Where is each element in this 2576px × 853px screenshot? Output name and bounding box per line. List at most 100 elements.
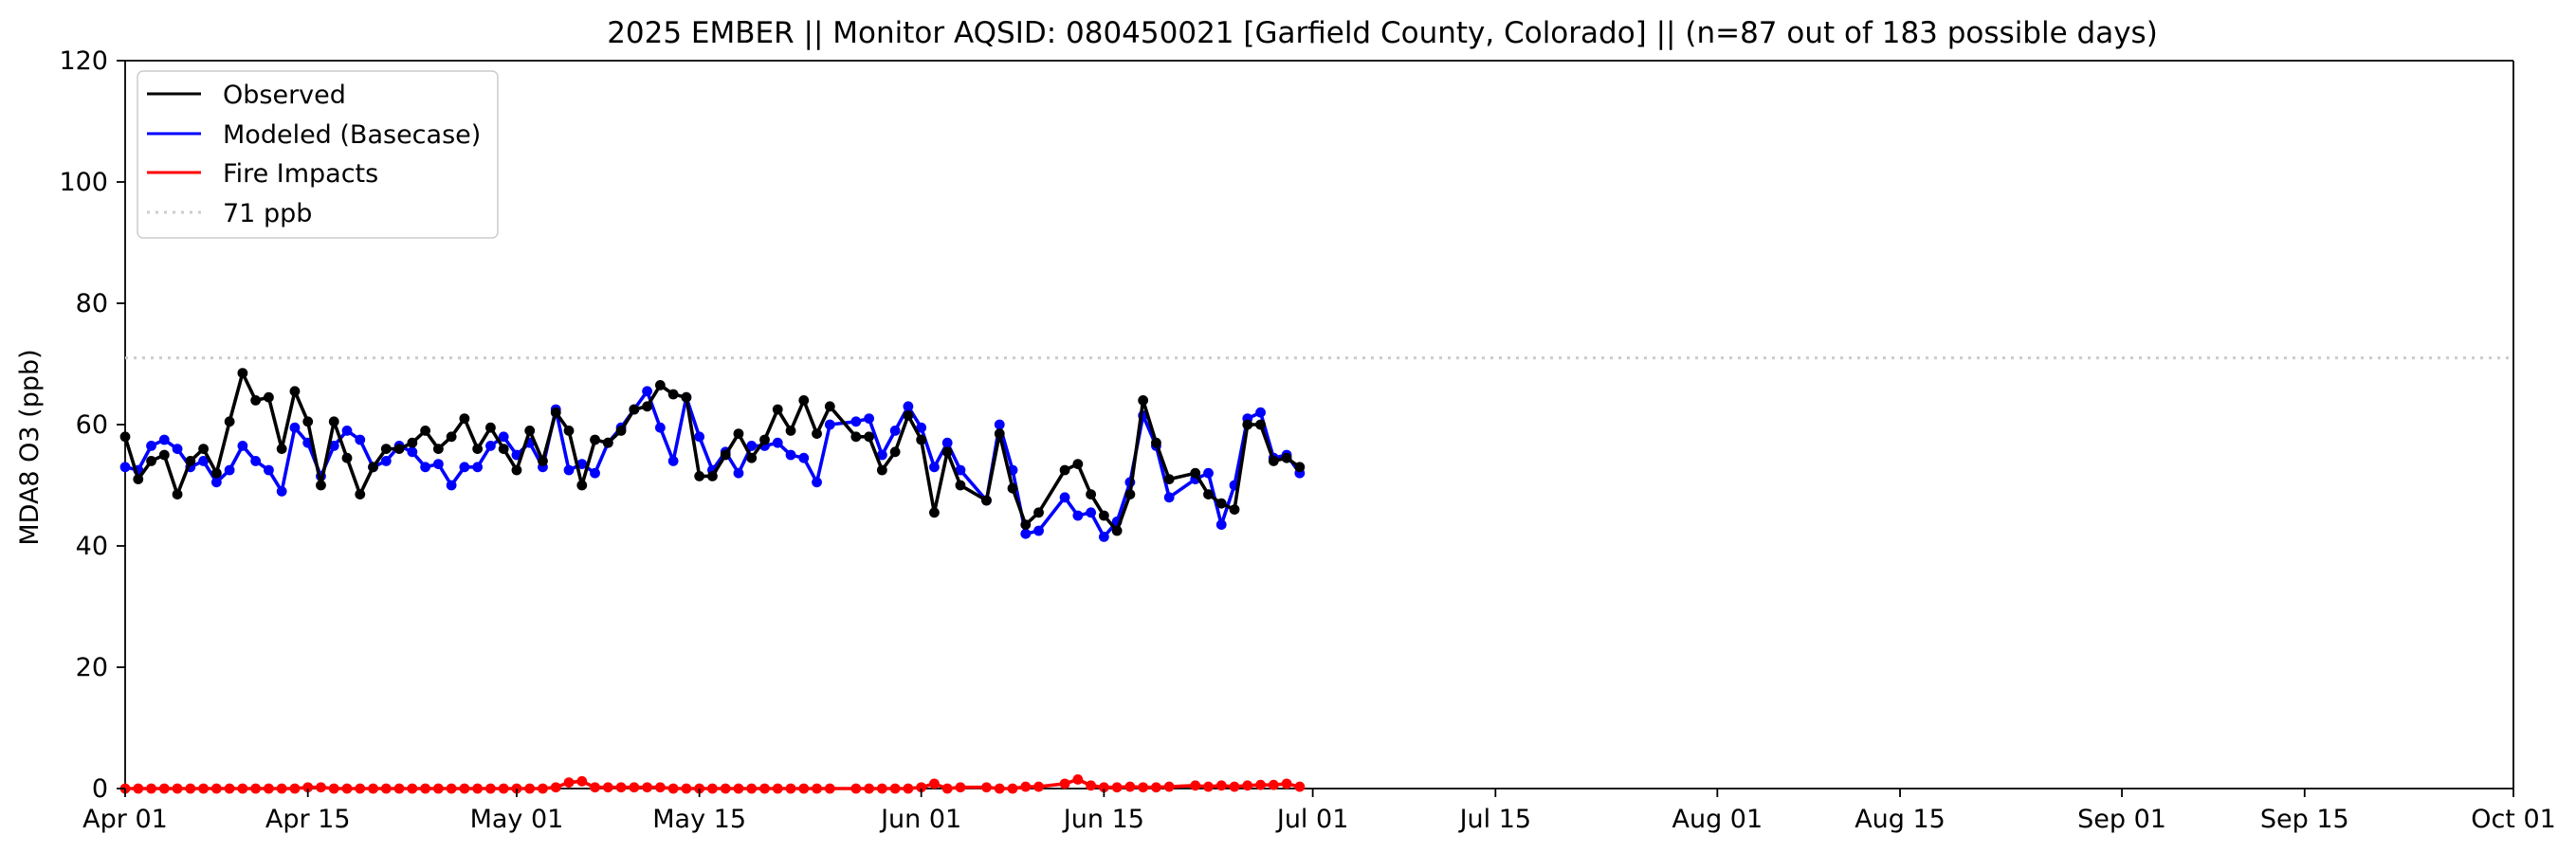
data-point-modeled-basecase <box>812 477 822 488</box>
data-point-fire-impacts <box>733 783 744 794</box>
data-point-modeled-basecase <box>1033 525 1044 536</box>
data-point-observed <box>876 464 887 476</box>
data-point-observed <box>1086 489 1097 499</box>
data-point-observed <box>1033 507 1044 518</box>
data-point-fire-impacts <box>210 783 222 794</box>
data-point-modeled-basecase <box>237 441 248 451</box>
data-point-observed <box>550 407 561 418</box>
data-point-modeled-basecase <box>746 441 758 451</box>
data-point-fire-impacts <box>341 783 353 794</box>
data-point-observed <box>746 452 758 463</box>
data-point-observed <box>172 489 183 499</box>
data-point-fire-impacts <box>459 783 470 794</box>
data-point-observed <box>1072 459 1084 469</box>
data-point-fire-impacts <box>864 783 875 794</box>
data-point-fire-impacts <box>929 778 940 789</box>
data-point-fire-impacts <box>629 782 640 793</box>
data-point-fire-impacts <box>654 782 666 793</box>
legend-label-modeled: Modeled (Basecase) <box>223 120 481 150</box>
data-point-fire-impacts <box>955 782 966 793</box>
data-point-observed <box>720 449 731 461</box>
legend: Observed Modeled (Basecase) Fire Impacts… <box>137 70 499 239</box>
data-point-fire-impacts <box>746 783 758 794</box>
data-point-observed <box>955 480 966 491</box>
data-point-observed <box>824 401 835 412</box>
data-point-fire-impacts <box>446 783 457 794</box>
data-point-fire-impacts <box>1086 780 1097 791</box>
x-tick-label: Jun 01 <box>879 805 961 834</box>
data-point-fire-impacts <box>368 783 378 794</box>
data-point-observed <box>1124 489 1136 499</box>
data-point-observed <box>642 401 652 412</box>
y-tick-label: 20 <box>76 653 108 682</box>
data-point-observed <box>355 489 366 499</box>
data-point-fire-impacts <box>264 783 274 794</box>
data-point-modeled-basecase <box>459 462 470 473</box>
data-point-fire-impacts <box>981 782 992 793</box>
data-point-observed <box>472 444 484 454</box>
data-point-modeled-basecase <box>276 486 287 497</box>
data-point-fire-impacts <box>667 783 679 794</box>
data-point-observed <box>864 431 875 443</box>
data-point-modeled-basecase <box>328 441 339 451</box>
data-point-observed <box>929 507 940 518</box>
data-point-observed <box>602 437 613 448</box>
data-point-modeled-basecase <box>667 456 679 466</box>
data-point-modeled-basecase <box>250 456 262 466</box>
legend-box <box>137 70 499 239</box>
data-point-observed <box>302 416 314 427</box>
data-point-observed <box>1059 464 1070 476</box>
data-point-observed <box>316 480 326 491</box>
data-point-observed <box>459 413 470 424</box>
data-point-modeled-basecase <box>850 416 862 427</box>
data-point-modeled-basecase <box>798 452 810 463</box>
data-point-fire-impacts <box>824 783 835 794</box>
data-point-modeled-basecase <box>146 441 156 451</box>
data-point-observed <box>590 434 600 445</box>
data-point-modeled-basecase <box>642 386 652 397</box>
y-tick-label: 80 <box>76 289 108 318</box>
data-point-observed <box>407 437 418 448</box>
data-point-modeled-basecase <box>1203 467 1214 479</box>
data-point-fire-impacts <box>785 783 796 794</box>
data-point-modeled-basecase <box>929 462 940 473</box>
data-point-fire-impacts <box>224 783 235 794</box>
data-point-fire-impacts <box>185 783 196 794</box>
data-point-modeled-basecase <box>694 431 705 443</box>
data-point-fire-impacts <box>1111 782 1123 793</box>
data-point-observed <box>1007 482 1018 494</box>
legend-label-fire-impacts: Fire Impacts <box>223 159 378 189</box>
x-tick-label: Aug 15 <box>1854 805 1946 834</box>
data-point-fire-impacts <box>250 783 262 794</box>
data-point-observed <box>1255 419 1266 430</box>
data-point-fire-impacts <box>289 783 301 794</box>
data-point-observed <box>1268 456 1279 466</box>
data-point-observed <box>785 426 796 436</box>
data-point-observed <box>772 404 783 415</box>
data-point-modeled-basecase <box>916 422 927 433</box>
x-tick-label: Sep 01 <box>2077 805 2166 834</box>
data-point-modeled-basecase <box>733 467 744 479</box>
data-point-observed <box>681 391 692 403</box>
data-point-observed <box>1229 504 1240 515</box>
data-point-fire-impacts <box>1020 781 1032 792</box>
data-point-observed <box>576 480 588 491</box>
data-point-observed <box>563 426 575 436</box>
data-point-observed <box>941 446 953 458</box>
data-point-fire-impacts <box>889 783 901 794</box>
y-axis-label: MDA8 O3 (ppb) <box>15 349 45 545</box>
data-point-modeled-basecase <box>876 449 887 461</box>
data-point-observed <box>1151 437 1161 448</box>
y-tick-label: 100 <box>59 168 108 197</box>
data-point-observed <box>1281 452 1292 463</box>
y-tick-label: 120 <box>59 46 108 76</box>
data-point-observed <box>1020 519 1032 530</box>
data-point-fire-impacts <box>407 783 418 794</box>
x-tick-label: Apr 15 <box>265 805 351 834</box>
data-point-modeled-basecase <box>432 459 444 469</box>
data-point-fire-impacts <box>158 783 170 794</box>
data-point-fire-impacts <box>994 783 1005 794</box>
data-point-fire-impacts <box>498 783 509 794</box>
data-point-observed <box>185 456 196 466</box>
